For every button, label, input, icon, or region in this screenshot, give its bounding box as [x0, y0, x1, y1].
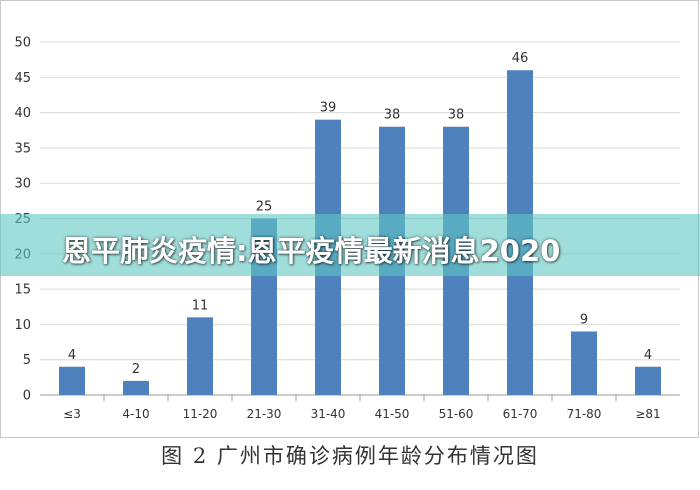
x-tick-label: 4-10: [122, 407, 149, 421]
y-tick-label: 40: [14, 106, 31, 121]
x-tick-label: 51-60: [439, 407, 474, 421]
data-label: 38: [384, 108, 401, 123]
x-tick-label: ≤3: [63, 407, 81, 421]
y-tick-label: 10: [14, 318, 31, 333]
data-label: 2: [132, 362, 140, 377]
data-label: 46: [512, 51, 529, 66]
bar: [635, 366, 661, 395]
bar: [123, 380, 149, 395]
bar: [571, 331, 597, 395]
data-label: 38: [448, 108, 465, 123]
bar: [187, 317, 213, 395]
x-tick-label: 71-80: [567, 407, 602, 421]
data-label: 9: [580, 312, 588, 327]
y-tick-label: 0: [23, 389, 31, 404]
y-tick-label: 30: [14, 177, 31, 192]
watermark-title: 恩平肺炎疫情:恩平疫情最新消息2020: [62, 234, 561, 268]
x-tick-label: 61-70: [503, 407, 538, 421]
data-labels: 4 2 11 25 39 38 38 46 9 4: [68, 51, 652, 377]
y-tick-label: 50: [14, 36, 31, 51]
y-tick-label: 35: [14, 141, 31, 156]
x-axis-ticks: ≤3 4-10 11-20 21-30 31-40 41-50 51-60 61-70 71-8…: [63, 395, 661, 421]
y-tick-label: 15: [14, 283, 31, 298]
x-tick-label: 31-40: [311, 407, 346, 421]
x-tick-label: 41-50: [375, 407, 410, 421]
watermark-band: [0, 214, 700, 276]
x-tick-label: ≥81: [635, 407, 660, 421]
x-tick-label: 21-30: [247, 407, 282, 421]
bar: [59, 366, 85, 395]
data-label: 39: [320, 101, 337, 116]
data-label: 4: [68, 348, 76, 363]
data-label: 11: [192, 298, 209, 313]
y-tick-label: 5: [23, 353, 31, 368]
y-tick-label: 45: [14, 71, 31, 86]
data-label: 4: [644, 348, 652, 363]
figure-caption: 图 2 广州市确诊病例年龄分布情况图: [161, 444, 539, 468]
data-label: 25: [256, 200, 273, 215]
x-tick-label: 11-20: [183, 407, 218, 421]
